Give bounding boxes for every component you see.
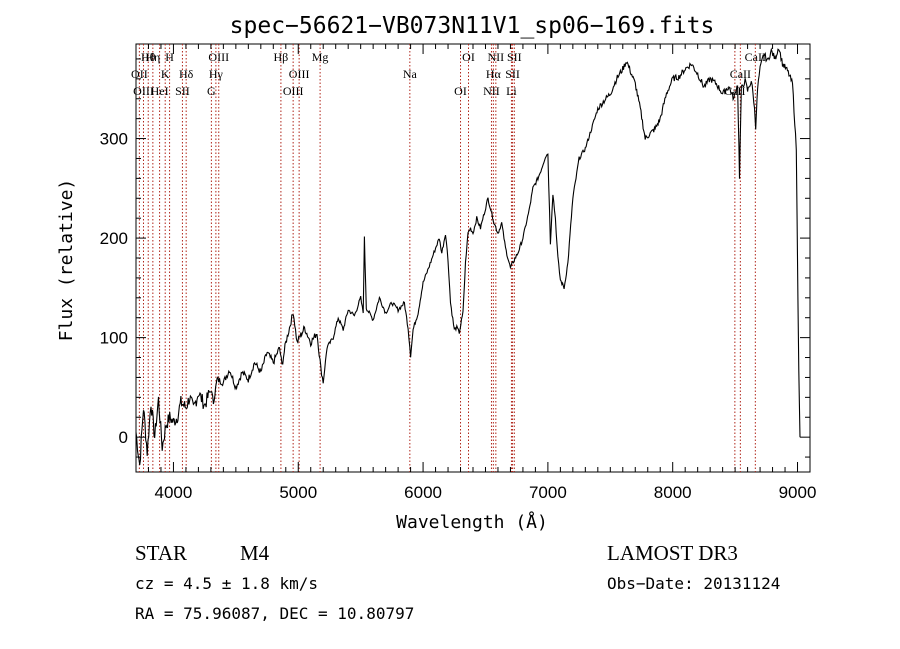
spectral-line-label: HeI xyxy=(151,84,169,98)
plot-frame xyxy=(135,43,811,473)
spectral-line-label: SII xyxy=(505,67,520,81)
x-tick-label: 5000 xyxy=(279,483,317,502)
spectral-line-label: OI xyxy=(454,84,467,98)
y-axis-label: Flux (relative) xyxy=(56,179,77,342)
spectrum-line xyxy=(135,47,801,465)
coordinates: RA = 75.96087, DEC = 10.80797 xyxy=(135,604,414,623)
spectral-line-label: SII xyxy=(175,84,190,98)
survey-name: LAMOST DR3 xyxy=(607,541,738,565)
spectral-line-label: Hη xyxy=(145,50,160,64)
y-tick-label: 100 xyxy=(100,329,128,348)
redshift-readout: cz = 4.5 ± 1.8 km/s xyxy=(135,574,318,593)
spectral-line-label: Hα xyxy=(486,67,502,81)
x-tick-label: 6000 xyxy=(404,483,442,502)
y-tick-label: 300 xyxy=(100,130,128,149)
y-tick-label: 0 xyxy=(119,428,128,447)
spectral-line-label: Hθ xyxy=(141,50,156,64)
spectral-line-label: OIII xyxy=(208,50,229,64)
x-tick-label: 9000 xyxy=(779,483,817,502)
x-axis-label: Wavelength (Å) xyxy=(396,511,548,533)
spectral-line-label: CaII xyxy=(730,67,751,81)
y-axis-ticks: 0 100 200 300 xyxy=(100,58,810,458)
spectral-line-label: G xyxy=(207,84,216,98)
spectral-line-label: Hβ xyxy=(274,50,289,64)
spectral-line-label: NII xyxy=(483,84,500,98)
spectral-line-label: K xyxy=(161,67,170,81)
object-subclass: M4 xyxy=(240,541,270,565)
spectral-line-label: SII xyxy=(507,50,522,64)
spectral-line-label: Hδ xyxy=(179,67,194,81)
x-tick-label: 8000 xyxy=(654,483,692,502)
spectral-line-labels: HθOIIOIIIHηKHeIHHδSIIOIIIHγGHβOIIIOIIIMg… xyxy=(131,50,766,98)
spectral-line-label: OII xyxy=(131,67,148,81)
spectral-line-markers xyxy=(138,44,756,472)
x-tick-label: 4000 xyxy=(155,483,193,502)
spectral-line-label: Hγ xyxy=(209,67,224,81)
spectral-line-label: OI xyxy=(462,50,475,64)
chart-title: spec−56621−VB073N11V1_sp06−169.fits xyxy=(230,13,715,39)
object-class: STAR xyxy=(135,541,187,565)
obs-date: Obs−Date: 20131124 xyxy=(607,574,780,593)
spectral-line-label: NII xyxy=(488,50,505,64)
spectral-line-label: Mg xyxy=(312,50,329,64)
spectral-line-label: H xyxy=(165,50,174,64)
y-tick-label: 200 xyxy=(100,229,128,248)
spectral-line-label: Li xyxy=(506,84,517,98)
x-axis-ticks: 4000 5000 6000 7000 8000 9000 xyxy=(147,44,817,502)
spectral-line-label: Na xyxy=(403,67,418,81)
spectral-line-label: OIII xyxy=(283,84,304,98)
spectral-line-label: OIII xyxy=(289,67,310,81)
spectral-line-label: OIII xyxy=(133,84,154,98)
x-tick-label: 7000 xyxy=(529,483,567,502)
spectral-line-label: CaII xyxy=(745,50,766,64)
